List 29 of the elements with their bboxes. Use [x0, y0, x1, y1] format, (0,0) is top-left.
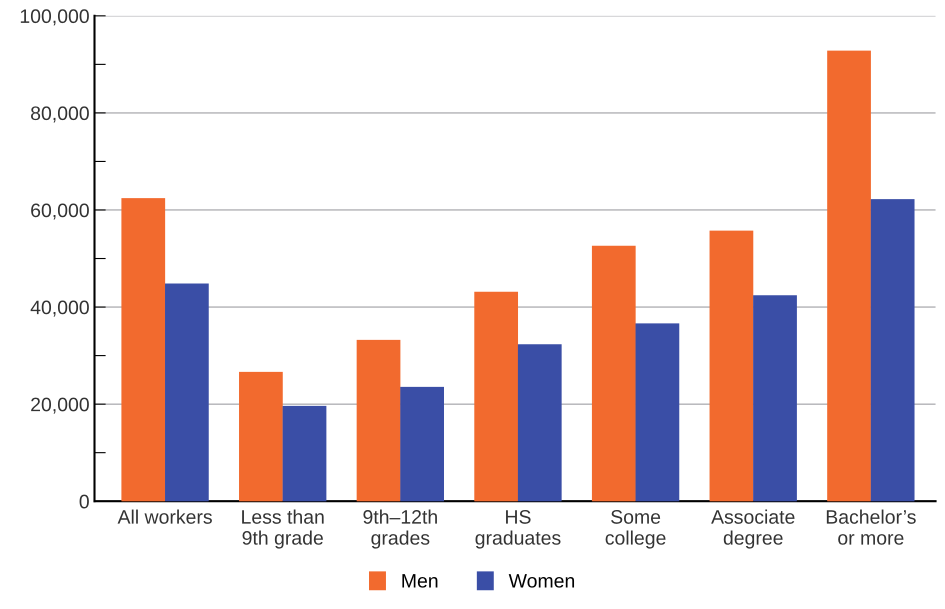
bar — [282, 406, 326, 502]
legend-label: Women — [508, 574, 574, 588]
bar — [165, 284, 209, 502]
x-tick-label: 9th–12th grades — [363, 510, 437, 549]
x-tick-label: Some college — [606, 510, 666, 549]
bar — [827, 50, 871, 502]
y-tick-label: 100,000 — [20, 9, 89, 26]
bar — [121, 198, 166, 502]
bar — [356, 340, 400, 502]
bar — [870, 199, 915, 502]
y-tick-label: 80,000 — [31, 106, 89, 122]
legend-label: Men — [402, 574, 438, 588]
y-tick-label: 60,000 — [31, 203, 89, 220]
y-tick-label: 0 — [80, 494, 89, 508]
bar — [636, 323, 680, 502]
x-tick-label: Associate degree — [711, 510, 795, 549]
x-tick-label: Bachelor’s or more — [826, 510, 916, 545]
bar — [239, 372, 283, 502]
x-tick-label: HS graduates — [476, 510, 561, 549]
y-tick-label: 40,000 — [30, 300, 89, 317]
bar — [710, 230, 754, 502]
y-tick-label: 20,000 — [31, 398, 89, 414]
x-tick-label: All workers — [118, 510, 212, 524]
bar — [474, 292, 518, 502]
bar — [592, 246, 636, 502]
bar — [753, 295, 797, 502]
bar — [518, 344, 562, 502]
x-tick-label: Less than 9th grade — [242, 510, 324, 549]
bar — [400, 386, 444, 502]
